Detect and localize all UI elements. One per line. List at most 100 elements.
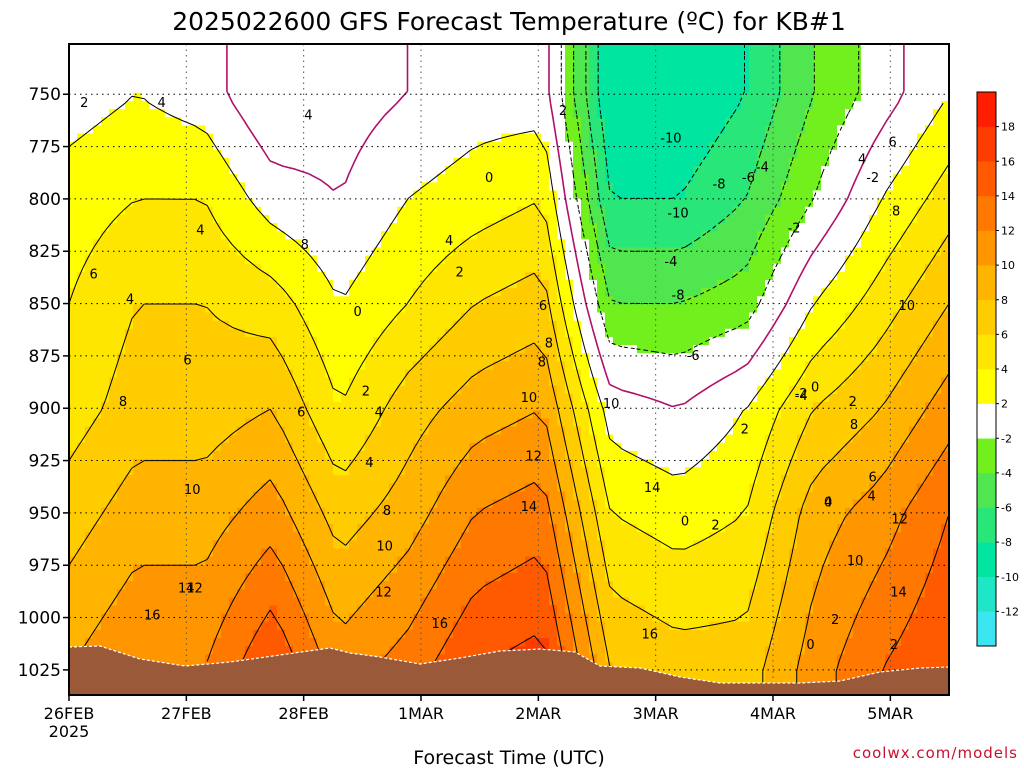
temperature-cell	[149, 182, 158, 192]
temperature-cell	[197, 402, 206, 411]
temperature-cell	[149, 548, 158, 558]
temperature-cell	[557, 68, 566, 78]
temperature-cell	[357, 271, 366, 281]
temperature-cell	[453, 532, 462, 541]
temperature-cell	[365, 353, 374, 362]
temperature-cell	[189, 491, 198, 501]
temperature-cell	[517, 377, 526, 387]
temperature-cell	[189, 133, 198, 143]
temperature-cell	[565, 288, 574, 297]
temperature-cell	[85, 450, 94, 460]
temperature-cell	[405, 174, 414, 183]
temperature-cell	[405, 459, 414, 468]
temperature-cell	[117, 540, 126, 550]
temperature-cell	[341, 507, 350, 517]
temperature-cell	[357, 369, 366, 379]
temperature-cell	[213, 369, 222, 379]
temperature-cell	[381, 328, 390, 338]
temperature-cell	[205, 44, 214, 53]
temperature-cell	[445, 157, 454, 167]
temperature-cell	[141, 475, 150, 485]
temperature-cell	[253, 320, 262, 330]
temperature-cell	[533, 410, 542, 419]
temperature-cell	[341, 434, 350, 444]
temperature-cell	[205, 524, 214, 533]
temperature-cell	[165, 418, 174, 428]
temperature-cell	[269, 524, 278, 533]
temperature-cell	[93, 231, 102, 240]
temperature-cell	[477, 605, 486, 615]
temperature-cell	[205, 540, 214, 550]
temperature-cell	[437, 491, 446, 501]
temperature-cell	[149, 491, 158, 501]
temperature-cell	[357, 328, 366, 338]
temperature-cell	[317, 76, 326, 86]
temperature-cell	[509, 475, 518, 485]
temperature-cell	[525, 532, 534, 541]
temperature-cell	[373, 271, 382, 281]
temperature-cell	[109, 450, 118, 460]
temperature-cell	[413, 109, 422, 118]
temperature-cell	[445, 491, 454, 501]
temperature-cell	[389, 572, 398, 582]
temperature-cell	[285, 76, 294, 86]
temperature-cell	[213, 52, 222, 61]
temperature-cell	[213, 475, 222, 485]
temperature-cell	[189, 638, 198, 647]
temperature-cell	[197, 304, 206, 314]
temperature-cell	[445, 100, 454, 110]
temperature-cell	[237, 548, 246, 558]
temperature-cell	[269, 581, 278, 590]
temperature-cell	[229, 263, 238, 273]
temperature-cell	[341, 206, 350, 216]
temperature-cell	[541, 467, 550, 476]
temperature-cell	[253, 76, 262, 86]
temperature-cell	[477, 621, 486, 631]
temperature-cell	[437, 166, 446, 175]
temperature-cell	[541, 231, 550, 240]
temperature-cell	[517, 52, 526, 61]
temperature-cell	[533, 540, 542, 550]
temperature-cell	[309, 271, 318, 281]
temperature-cell	[213, 646, 222, 655]
temperature-cell	[437, 369, 446, 379]
temperature-cell	[501, 548, 510, 558]
temperature-cell	[405, 345, 414, 354]
temperature-cell	[525, 621, 534, 631]
temperature-cell	[229, 361, 238, 371]
temperature-cell	[149, 231, 158, 240]
temperature-cell	[197, 182, 206, 192]
temperature-cell	[69, 320, 78, 330]
temperature-cell	[333, 491, 342, 501]
temperature-cell	[229, 279, 238, 289]
temperature-cell	[141, 369, 150, 379]
temperature-cell	[197, 564, 206, 574]
temperature-cell	[285, 320, 294, 330]
temperature-cell	[109, 467, 118, 476]
temperature-cell	[85, 336, 94, 346]
temperature-cell	[509, 255, 518, 265]
temperature-cell	[357, 564, 366, 574]
temperature-cell	[133, 263, 142, 273]
temperature-cell	[517, 255, 526, 265]
temperature-cell	[109, 393, 118, 403]
temperature-cell	[157, 271, 166, 281]
temperature-cell	[373, 556, 382, 566]
temperature-cell	[133, 44, 142, 53]
temperature-cell	[109, 174, 118, 183]
temperature-cell	[221, 312, 230, 322]
temperature-cell	[165, 100, 174, 110]
temperature-cell	[69, 157, 78, 167]
temperature-cell	[317, 564, 326, 574]
temperature-cell	[301, 52, 310, 61]
temperature-cell	[357, 288, 366, 297]
temperature-cell	[85, 231, 94, 240]
temperature-cell	[541, 157, 550, 167]
temperature-cell	[421, 353, 430, 362]
temperature-cell	[413, 564, 422, 574]
temperature-cell	[413, 605, 422, 615]
temperature-cell	[69, 198, 78, 208]
temperature-cell	[389, 92, 398, 102]
temperature-cell	[469, 613, 478, 623]
temperature-cell	[461, 133, 470, 143]
